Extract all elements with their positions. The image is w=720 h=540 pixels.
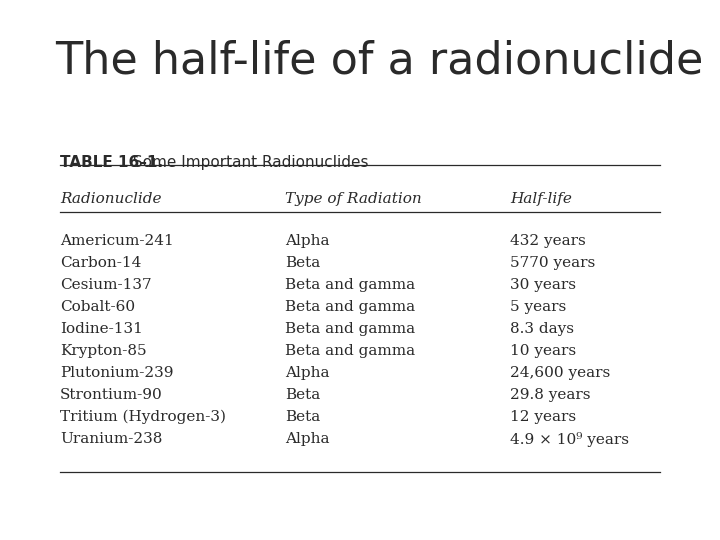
Text: Beta: Beta	[285, 388, 320, 402]
Text: Strontium-90: Strontium-90	[60, 388, 163, 402]
Text: Americum-241: Americum-241	[60, 234, 174, 248]
Text: Krypton-85: Krypton-85	[60, 344, 147, 358]
Text: Type of Radiation: Type of Radiation	[285, 192, 422, 206]
Text: Alpha: Alpha	[285, 366, 330, 380]
Text: Carbon-14: Carbon-14	[60, 256, 141, 270]
Text: Cobalt-60: Cobalt-60	[60, 300, 135, 314]
Text: Half-life: Half-life	[510, 192, 572, 206]
Text: Beta: Beta	[285, 410, 320, 424]
Text: Plutonium-239: Plutonium-239	[60, 366, 174, 380]
Text: 10 years: 10 years	[510, 344, 576, 358]
Text: Cesium-137: Cesium-137	[60, 278, 152, 292]
Text: 432 years: 432 years	[510, 234, 586, 248]
Text: Beta and gamma: Beta and gamma	[285, 300, 415, 314]
Text: Radionuclide: Radionuclide	[60, 192, 161, 206]
Text: 30 years: 30 years	[510, 278, 576, 292]
Text: Some Important Radionuclides: Some Important Radionuclides	[128, 155, 369, 170]
Text: Uranium-238: Uranium-238	[60, 432, 163, 446]
Text: 4.9 × 10⁹ years: 4.9 × 10⁹ years	[510, 432, 629, 447]
Text: 24,600 years: 24,600 years	[510, 366, 611, 380]
Text: Alpha: Alpha	[285, 432, 330, 446]
Text: 8.3 days: 8.3 days	[510, 322, 574, 336]
Text: Beta and gamma: Beta and gamma	[285, 278, 415, 292]
Text: Alpha: Alpha	[285, 234, 330, 248]
Text: TABLE 16–1.: TABLE 16–1.	[60, 155, 163, 170]
Text: Beta: Beta	[285, 256, 320, 270]
Text: 5770 years: 5770 years	[510, 256, 595, 270]
Text: Tritium (Hydrogen-3): Tritium (Hydrogen-3)	[60, 410, 226, 424]
Text: 29.8 years: 29.8 years	[510, 388, 590, 402]
Text: 5 years: 5 years	[510, 300, 566, 314]
Text: The half-life of a radionuclide: The half-life of a radionuclide	[55, 40, 703, 83]
Text: Beta and gamma: Beta and gamma	[285, 322, 415, 336]
Text: Beta and gamma: Beta and gamma	[285, 344, 415, 358]
Text: Iodine-131: Iodine-131	[60, 322, 143, 336]
Text: 12 years: 12 years	[510, 410, 576, 424]
